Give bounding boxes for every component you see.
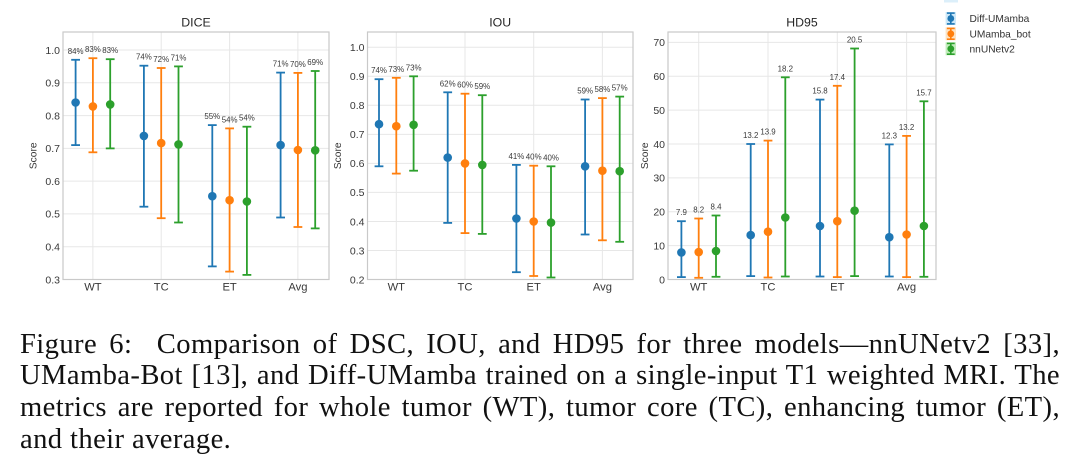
svg-text:0.4: 0.4 — [45, 242, 60, 254]
svg-text:62%: 62% — [440, 79, 456, 88]
svg-text:55%: 55% — [204, 112, 220, 121]
svg-text:0.7: 0.7 — [45, 143, 60, 155]
svg-text:nnUNetv2: nnUNetv2 — [970, 44, 1016, 55]
svg-text:50: 50 — [653, 105, 665, 117]
svg-text:0.6: 0.6 — [350, 158, 365, 170]
svg-text:74%: 74% — [136, 53, 152, 62]
svg-text:60: 60 — [653, 71, 665, 83]
svg-text:8.2: 8.2 — [693, 206, 704, 215]
svg-text:0.5: 0.5 — [45, 209, 60, 221]
svg-text:Avg: Avg — [593, 282, 612, 294]
svg-text:TC: TC — [154, 282, 169, 294]
svg-text:HD95: HD95 — [786, 16, 818, 30]
svg-text:Diff-UMamba: Diff-UMamba — [970, 14, 1030, 25]
svg-text:54%: 54% — [222, 115, 238, 124]
svg-text:17.4: 17.4 — [830, 73, 846, 82]
svg-text:84%: 84% — [68, 47, 84, 56]
svg-text:Avg: Avg — [897, 282, 916, 294]
svg-text:0.8: 0.8 — [350, 100, 365, 112]
svg-text:0.6: 0.6 — [45, 176, 60, 188]
svg-text:WT: WT — [388, 282, 406, 294]
svg-text:71%: 71% — [171, 53, 187, 62]
svg-text:0.7: 0.7 — [350, 129, 365, 141]
svg-text:7.9: 7.9 — [676, 208, 688, 217]
svg-text:0.5: 0.5 — [350, 187, 365, 199]
svg-text:30: 30 — [653, 173, 665, 185]
svg-text:ET: ET — [830, 282, 844, 294]
svg-text:15.7: 15.7 — [916, 88, 931, 97]
svg-text:0.8: 0.8 — [45, 110, 60, 122]
svg-text:40%: 40% — [543, 153, 559, 162]
svg-text:83%: 83% — [102, 46, 118, 55]
svg-text:72%: 72% — [153, 55, 169, 64]
svg-text:54%: 54% — [239, 114, 255, 123]
svg-text:Score: Score — [640, 142, 651, 169]
svg-text:13.9: 13.9 — [760, 128, 776, 137]
svg-text:0.4: 0.4 — [350, 216, 365, 228]
svg-text:15.8: 15.8 — [812, 87, 828, 96]
svg-text:70%: 70% — [290, 60, 306, 69]
svg-text:18.2: 18.2 — [778, 64, 793, 73]
svg-text:60%: 60% — [457, 81, 473, 90]
svg-text:40: 40 — [653, 139, 665, 151]
svg-text:Score: Score — [29, 142, 40, 169]
svg-text:0.2: 0.2 — [350, 274, 365, 286]
svg-text:0.3: 0.3 — [350, 245, 365, 257]
svg-text:ET: ET — [222, 282, 236, 294]
svg-text:10: 10 — [653, 240, 665, 252]
svg-text:8.4: 8.4 — [711, 203, 723, 212]
svg-text:0.3: 0.3 — [45, 274, 60, 286]
svg-text:73%: 73% — [388, 65, 404, 74]
svg-text:59%: 59% — [474, 82, 490, 91]
svg-text:Score: Score — [333, 142, 344, 169]
svg-text:TC: TC — [458, 282, 473, 294]
svg-text:1.0: 1.0 — [45, 45, 60, 57]
svg-text:ET: ET — [527, 282, 541, 294]
svg-text:12.3: 12.3 — [882, 131, 898, 140]
svg-text:41%: 41% — [509, 152, 525, 161]
svg-text:WT: WT — [84, 282, 102, 294]
svg-text:0.9: 0.9 — [350, 71, 365, 83]
svg-text:13.2: 13.2 — [899, 123, 914, 132]
svg-text:IOU: IOU — [489, 16, 511, 30]
svg-text:TC: TC — [761, 282, 776, 294]
svg-text:DICE: DICE — [181, 16, 210, 30]
svg-text:74%: 74% — [371, 66, 387, 75]
svg-text:71%: 71% — [273, 60, 289, 69]
svg-text:69%: 69% — [307, 58, 323, 67]
svg-text:83%: 83% — [85, 45, 101, 54]
svg-text:73%: 73% — [406, 63, 422, 72]
svg-text:UMamba_bot: UMamba_bot — [970, 29, 1031, 40]
svg-text:0: 0 — [659, 274, 665, 286]
svg-text:57%: 57% — [612, 84, 628, 93]
svg-text:WT: WT — [690, 282, 708, 294]
svg-text:1.0: 1.0 — [350, 42, 365, 54]
svg-text:20.5: 20.5 — [847, 36, 863, 45]
svg-text:40%: 40% — [526, 153, 542, 162]
svg-text:13.2: 13.2 — [743, 131, 758, 140]
svg-text:Avg: Avg — [288, 282, 307, 294]
svg-text:20: 20 — [653, 207, 665, 219]
svg-text:0.9: 0.9 — [45, 78, 60, 90]
svg-text:59%: 59% — [577, 87, 593, 96]
svg-text:58%: 58% — [595, 85, 611, 94]
svg-text:70: 70 — [653, 37, 665, 49]
